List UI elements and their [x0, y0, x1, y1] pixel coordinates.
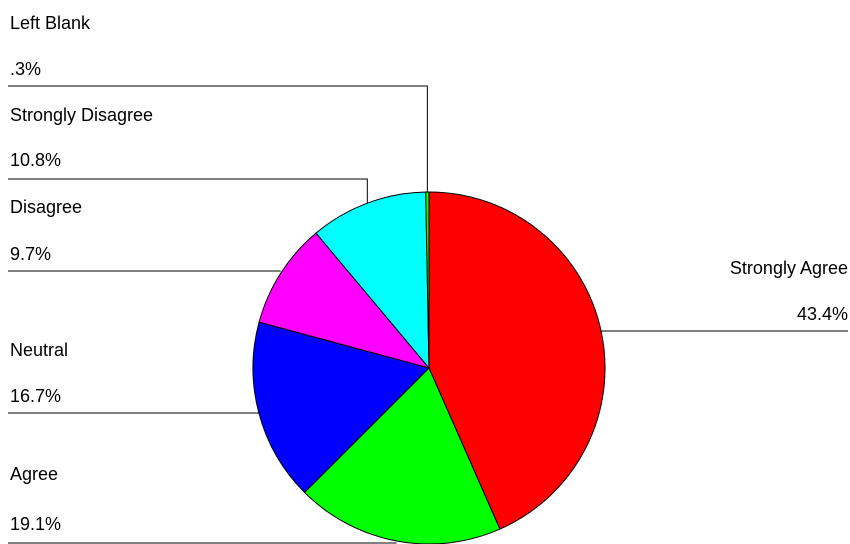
slice-value-strongly-disagree: 10.8%: [10, 150, 61, 170]
slice-label-agree: Agree: [10, 464, 58, 484]
slice-label-left-blank: Left Blank: [10, 13, 91, 33]
pie-slice-neutral: [252, 321, 430, 494]
pie-slice-disagree: [258, 232, 431, 369]
pie-slice-strongly-agree: [428, 191, 606, 530]
slice-label-strongly-disagree: Strongly Disagree: [10, 105, 153, 125]
leader-line-left-blank: [8, 85, 428, 193]
slice-value-strongly-agree: 43.4%: [797, 304, 848, 324]
slice-value-left-blank: .3%: [10, 59, 41, 79]
slice-label-strongly-agree: Strongly Agree: [730, 258, 848, 278]
slice-value-neutral: 16.7%: [10, 386, 61, 406]
pie-slice-strongly-disagree: [315, 191, 430, 370]
pie-slice-agree: [303, 367, 501, 544]
slice-label-disagree: Disagree: [10, 197, 82, 217]
slice-value-disagree: 9.7%: [10, 244, 51, 264]
slice-label-neutral: Neutral: [10, 340, 68, 360]
leader-line-strongly-disagree: [8, 178, 368, 204]
slice-value-agree: 19.1%: [10, 514, 61, 534]
